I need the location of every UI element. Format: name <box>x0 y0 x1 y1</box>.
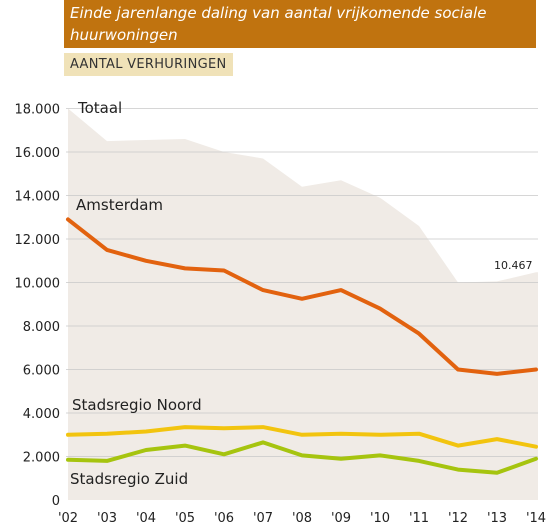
y-tick-label: 6.000 <box>23 364 60 379</box>
data-label-totaal-2014: 10.467 <box>494 259 533 272</box>
series-label-amsterdam: Amsterdam <box>76 196 163 214</box>
series-label-stadsregio-noord: Stadsregio Noord <box>72 396 202 414</box>
y-tick-label: 0 <box>52 494 60 509</box>
x-tick-label: '02 <box>58 511 78 526</box>
y-tick-label: 12.000 <box>15 233 61 248</box>
x-tick-label: '05 <box>175 511 195 526</box>
x-tick-label: '09 <box>331 511 351 526</box>
y-tick-label: 4.000 <box>23 407 60 422</box>
y-tick-label: 14.000 <box>15 190 61 205</box>
series-line-stadsregio-zuid <box>66 440 538 475</box>
series-line-amsterdam <box>66 217 538 376</box>
x-tick-label: '13 <box>487 511 507 526</box>
y-tick-label: 18.000 <box>15 103 61 118</box>
chart-title: Einde jarenlange daling van aantal vrijk… <box>64 0 536 48</box>
series-label-stadsregio-zuid: Stadsregio Zuid <box>70 470 188 488</box>
chart-subtitle-badge: AANTAL VERHURINGEN <box>64 53 233 76</box>
y-tick-label: 16.000 <box>15 146 61 161</box>
x-tick-label: '10 <box>370 511 390 526</box>
x-tick-label: '07 <box>253 511 273 526</box>
series-line-stadsregio-noord <box>66 425 538 449</box>
x-tick-label: '06 <box>214 511 234 526</box>
x-tick-label: '03 <box>97 511 117 526</box>
series-label-totaal: Totaal <box>77 99 122 117</box>
x-tick-label: '12 <box>448 511 468 526</box>
area-totaal <box>68 108 538 500</box>
x-tick-label: '14 <box>526 511 546 526</box>
y-tick-label: 2.000 <box>23 451 60 466</box>
y-tick-label: 8.000 <box>23 320 60 335</box>
y-tick-label: 10.000 <box>15 277 61 292</box>
x-tick-label: '11 <box>409 511 429 526</box>
x-tick-label: '04 <box>136 511 156 526</box>
x-tick-label: '08 <box>292 511 312 526</box>
